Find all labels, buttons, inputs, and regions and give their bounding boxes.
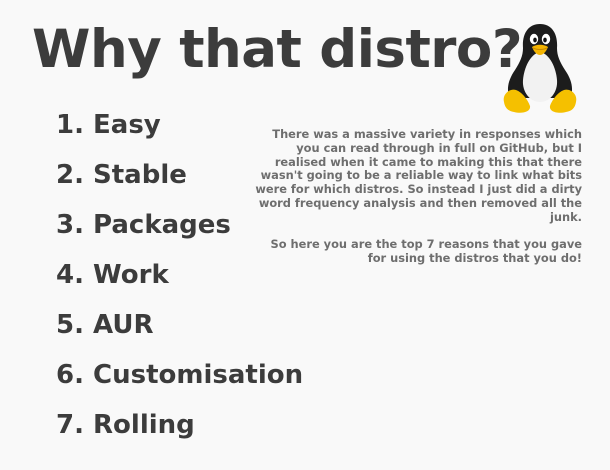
reason-item: 6. Customisation — [56, 360, 304, 390]
reason-item: 2. Stable — [56, 160, 187, 190]
reasons-list: 1. Easy 2. Stable 3. Packages 4. Work 5.… — [56, 100, 303, 450]
page-title: Why that distro? — [32, 19, 523, 80]
description-paragraph-1: There was a massive variety in responses… — [255, 127, 582, 224]
description-paragraph-2: So here you are the top 7 reasons that y… — [270, 237, 582, 266]
description-block: There was a massive variety in responses… — [252, 127, 582, 266]
reason-item: 7. Rolling — [56, 410, 195, 440]
reason-item: 4. Work — [56, 260, 169, 290]
reason-item: 1. Easy — [56, 110, 161, 140]
reason-item: 5. AUR — [56, 310, 154, 340]
reason-item: 3. Packages — [56, 210, 231, 240]
tux-penguin-icon — [503, 24, 577, 113]
